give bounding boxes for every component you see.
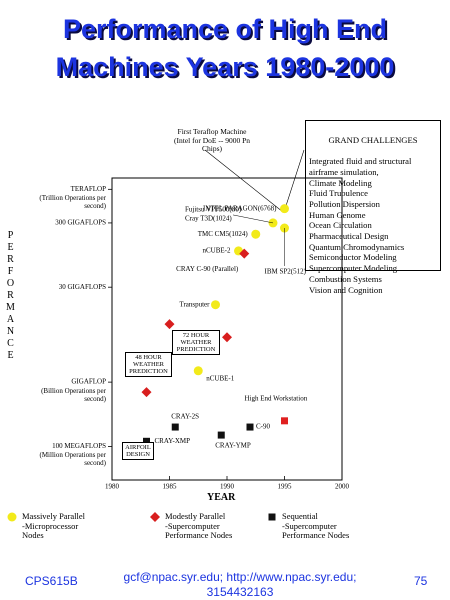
y-tick-label: 300 GIGAFLOPS: [55, 219, 106, 227]
challenge-item: Combustion Systems: [309, 273, 382, 284]
callout: 48 HOUR WEATHER PREDICTION: [125, 352, 172, 377]
point-label: CRAY-XMP: [155, 437, 191, 445]
point: [281, 417, 288, 425]
footer-center: gcf@npac.syr.edu; http://www.npac.syr.ed…: [123, 570, 357, 599]
x-tick-label: 1990: [220, 483, 235, 491]
point-label: nCUBE-2: [203, 247, 232, 255]
legend-marker: [7, 512, 17, 522]
point: [239, 248, 250, 259]
challenge-item: Human Genome: [309, 209, 366, 220]
point: [222, 332, 232, 343]
y-tick-label: TERAFLOP: [71, 185, 107, 193]
slide-title: Performance of High End Machines Years 1…: [55, 14, 395, 82]
legend-marker: [150, 512, 160, 522]
legend-entry: Sequential -Supercomputer Performance No…: [282, 511, 350, 540]
callout: 72 HOUR WEATHER PREDICTION: [172, 330, 220, 355]
y-tick-note: (Billion Operations per second): [41, 387, 106, 404]
y-tick-note: (Trillion Operations per second): [39, 194, 106, 211]
point: [211, 300, 220, 310]
challenge-item: Quantum Chromodynamics: [309, 241, 405, 252]
leader-line: [283, 149, 305, 213]
legend-entry: Massively Parallel -Microprocessor Nodes: [22, 511, 86, 540]
point-label: INTEL PARAGON(6768): [203, 204, 277, 212]
point-label: C-90: [256, 423, 271, 431]
challenge-item: Supercomputer Modeling: [309, 263, 398, 274]
point: [171, 423, 179, 431]
y-tick-label: 100 MEGAFLOPS: [52, 442, 106, 450]
x-tick-label: 1980: [105, 483, 120, 491]
x-tick-label: 2000: [335, 483, 350, 491]
point-label: Cray T3D(1024): [185, 215, 232, 223]
footer-left: CPS615B: [25, 574, 78, 588]
point-label: IBM SP2(512): [265, 268, 307, 276]
leader-line: [232, 214, 274, 224]
challenge-item: Ocean Circulation: [309, 220, 372, 231]
point: [217, 431, 225, 439]
challenge-item: Semiconductor Modeling: [309, 252, 397, 263]
x-tick-label: 1995: [278, 483, 293, 491]
challenge-item: Pollution Dispersion: [309, 198, 380, 209]
y-axis-title: PERFORMANCE: [5, 230, 16, 362]
grand-challenges-box: GRAND CHALLENGES Integrated fluid and st…: [305, 120, 441, 295]
challenge-item: Vision and Cognition: [309, 284, 383, 295]
point-label: nCUBE-1: [206, 374, 235, 382]
point: [164, 319, 175, 330]
point-label: High End Workstation: [245, 394, 308, 402]
legend-entry: Modestly Parallel -Supercomputer Perform…: [165, 511, 233, 540]
x-tick-label: 1985: [163, 483, 178, 491]
footer-right: 75: [414, 574, 428, 588]
point-label: Transputer: [179, 300, 210, 308]
point: [246, 423, 254, 431]
x-axis-title: YEAR: [207, 492, 236, 503]
y-tick-label: GIGAFLOP: [71, 378, 106, 386]
callout: AIRFOIL DESIGN: [122, 442, 154, 460]
point-label: CRAY-2S: [171, 413, 199, 421]
point-label: CRAY-YMP: [215, 442, 251, 450]
challenge-item: Integrated fluid and structural airframe…: [309, 156, 412, 177]
challenge-item: Fluid Trubulence: [309, 188, 368, 199]
y-tick-label: 30 GIGAFLOPS: [59, 283, 106, 291]
point: [141, 387, 152, 398]
point: [193, 366, 203, 376]
box-title: GRAND CHALLENGES: [328, 134, 418, 145]
point-label: Fujitsu VPP500(80): [185, 206, 242, 214]
point: [251, 229, 261, 239]
point: [280, 204, 289, 214]
point-label: CRAY C-90 (Parallel): [176, 265, 239, 273]
point-label: TMC CM5(1024): [198, 230, 249, 238]
leader-line: [204, 149, 284, 213]
challenge-item: Climate Modeling: [309, 177, 372, 188]
point: [143, 437, 150, 445]
y-tick-note: (Million Operations per second): [39, 451, 107, 468]
legend-marker: [268, 513, 276, 521]
challenge-item: Pharmaceutical Design: [309, 231, 389, 242]
callout: First Teraflop Machine (Intel for DoE --…: [173, 127, 251, 153]
